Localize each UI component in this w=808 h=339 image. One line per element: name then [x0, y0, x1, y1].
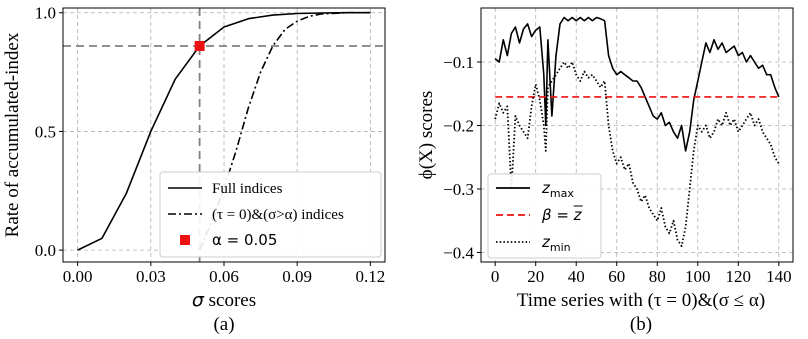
legend-label-main: z [541, 233, 551, 251]
x-tick-label: 140 [766, 267, 792, 286]
y-tick-label: 0.5 [35, 122, 56, 141]
x-tick-label: 40 [568, 267, 585, 286]
legend-label-main: β = z [541, 206, 583, 224]
legend-label: β = z [541, 206, 583, 224]
y-tick-label: 0.0 [35, 241, 56, 260]
legend-label-sub: max [550, 187, 574, 200]
x-tick-label: 100 [685, 267, 711, 286]
y-axis-label: ϕ(X) scores [416, 91, 437, 180]
y-axis-label: Rate of accumulated-index [2, 32, 23, 237]
y-tick-label: −0.3 [443, 180, 474, 199]
y-tick-label: 1.0 [35, 4, 56, 23]
x-tick-label: 80 [649, 267, 666, 286]
x-tick-label: 0 [491, 267, 500, 286]
legend-box [159, 171, 382, 258]
legend-label: Full indices [212, 181, 283, 197]
chart-a: 0.00 0.03 0.06 0.09 0.12 0.0 0.5 1.0 σ scores Rat… [2, 4, 386, 335]
legend-label: zmin [541, 233, 571, 254]
x-tick-label: 0.06 [209, 267, 239, 286]
alpha-marker [194, 40, 205, 51]
series-line-2 [494, 61, 780, 248]
y-tick-label: −0.1 [443, 53, 474, 72]
legend-label: (τ = 0)&(σ>α) indices [212, 207, 344, 223]
chart-b: 0 20 40 60 80 100 120 140 −0.1 −0.2 −0.3 −0.4 Time s… [416, 7, 794, 335]
x-axis-label: σ scores [192, 289, 256, 311]
x-tick-label: 0.12 [355, 267, 385, 286]
panel-caption: (b) [630, 314, 652, 335]
x-tick-label: 0.09 [282, 267, 312, 286]
plot-frame [480, 7, 794, 263]
y-tick-label: −0.4 [443, 243, 474, 262]
x-axis-label: Time series with (τ = 0)&(σ ≤ α) [517, 290, 765, 311]
x-tick-label: 0.00 [63, 267, 93, 286]
x-tick-label: 60 [608, 267, 625, 286]
x-axis-label-symbol: σ [192, 289, 205, 311]
legend-label-sub: min [550, 241, 571, 254]
x-axis-label-text: scores [204, 290, 256, 311]
legend-swatch [180, 235, 190, 245]
series-line-0 [77, 11, 371, 251]
x-tick-label: 20 [527, 267, 544, 286]
legend-label-main: z [541, 179, 551, 197]
panel-caption: (a) [213, 314, 234, 335]
x-tick-label: 120 [726, 267, 752, 286]
legend-box [487, 173, 602, 259]
legend-label: α = 0.05 [212, 231, 277, 249]
legend-label: zmax [541, 179, 574, 200]
y-tick-label: −0.2 [443, 116, 474, 135]
series-line-0 [494, 16, 780, 152]
x-tick-label: 0.03 [136, 267, 166, 286]
